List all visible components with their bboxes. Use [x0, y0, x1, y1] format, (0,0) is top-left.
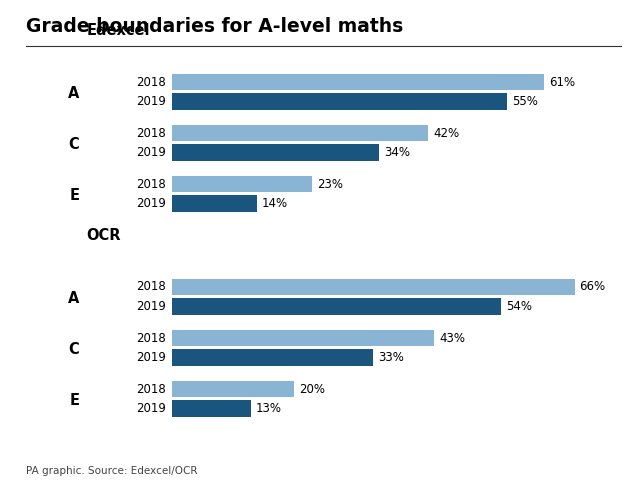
Bar	[172, 93, 508, 110]
Bar	[172, 74, 544, 90]
Bar	[172, 144, 380, 161]
Bar	[172, 176, 312, 192]
Bar	[172, 330, 434, 346]
Text: 2019: 2019	[136, 300, 166, 313]
Text: 2018: 2018	[136, 331, 166, 345]
Text: 66%: 66%	[579, 281, 605, 293]
Text: 54%: 54%	[506, 300, 532, 313]
Bar	[172, 125, 428, 141]
Text: PA graphic. Source: Edexcel/OCR: PA graphic. Source: Edexcel/OCR	[26, 466, 197, 476]
Text: 2019: 2019	[136, 402, 166, 415]
Text: 2019: 2019	[136, 95, 166, 108]
Text: 2018: 2018	[136, 281, 166, 293]
Bar	[172, 195, 257, 212]
Text: 2019: 2019	[136, 197, 166, 210]
Text: OCR: OCR	[86, 228, 121, 244]
Bar	[172, 298, 501, 315]
Text: 33%: 33%	[378, 351, 404, 364]
Text: 55%: 55%	[513, 95, 538, 108]
Text: 2019: 2019	[136, 146, 166, 159]
Bar	[172, 349, 373, 366]
Text: 2019: 2019	[136, 351, 166, 364]
Text: 2018: 2018	[136, 126, 166, 140]
Text: Grade boundaries for A-level maths: Grade boundaries for A-level maths	[26, 17, 403, 36]
Bar	[172, 279, 575, 295]
Bar	[172, 381, 294, 397]
Text: 2018: 2018	[136, 178, 166, 191]
Text: 61%: 61%	[549, 76, 575, 88]
Text: 43%: 43%	[439, 331, 465, 345]
Text: 34%: 34%	[384, 146, 410, 159]
Text: Edexcel: Edexcel	[86, 23, 150, 39]
Text: 23%: 23%	[317, 178, 343, 191]
Text: 42%: 42%	[433, 126, 459, 140]
Text: 2018: 2018	[136, 76, 166, 88]
Text: 20%: 20%	[299, 383, 324, 396]
Text: 14%: 14%	[262, 197, 288, 210]
Text: 2018: 2018	[136, 383, 166, 396]
Bar	[172, 400, 251, 417]
Text: 13%: 13%	[256, 402, 282, 415]
